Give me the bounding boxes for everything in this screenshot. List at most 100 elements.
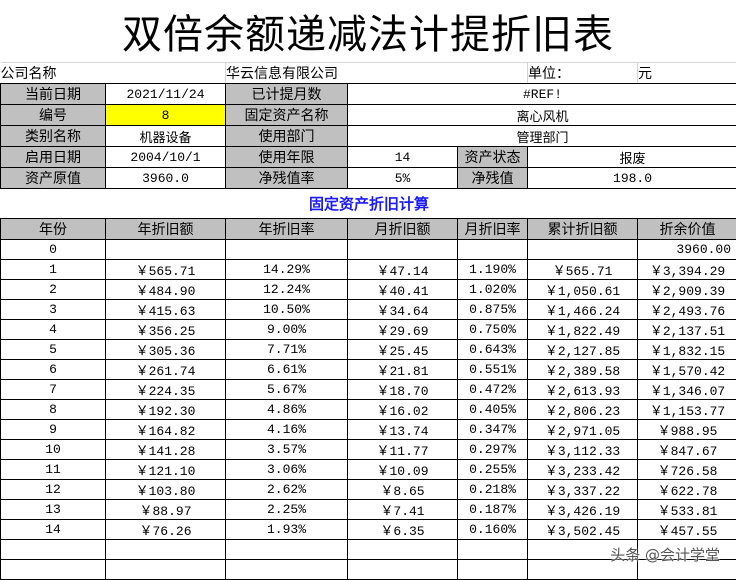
header-year[interactable]: 年份 [1, 219, 106, 240]
cell-accumulated[interactable]: ￥1,466.24 [528, 300, 638, 320]
cell-annual-rate[interactable]: 6.61% [226, 360, 348, 380]
cell-net-value[interactable]: ￥3,394.29 [638, 260, 736, 280]
original-label[interactable]: 资产原值 [1, 168, 106, 189]
company-name[interactable]: 华云信息有限公司 [226, 63, 528, 84]
cell-year[interactable]: 5 [1, 340, 106, 360]
cell-accumulated[interactable]: ￥2,971.05 [528, 420, 638, 440]
cell-monthly-rate[interactable]: 0.472% [458, 380, 528, 400]
cell-annual-rate[interactable] [226, 240, 348, 260]
cell-accumulated[interactable]: ￥2,613.93 [528, 380, 638, 400]
cell-year[interactable]: 13 [1, 500, 106, 520]
cell-monthly-rate[interactable]: 1.190% [458, 260, 528, 280]
status-value[interactable]: 报废 [528, 147, 736, 168]
cell-year[interactable]: 6 [1, 360, 106, 380]
cell-year[interactable]: 11 [1, 460, 106, 480]
cell-net-value[interactable]: ￥2,909.39 [638, 280, 736, 300]
dept-value[interactable]: 管理部门 [348, 126, 736, 147]
cell-net-value[interactable]: ￥847.67 [638, 440, 736, 460]
original-value[interactable]: 3960.0 [106, 168, 226, 189]
cell-monthly-rate[interactable]: 0.160% [458, 520, 528, 540]
residual-rate-value[interactable]: 5% [348, 168, 458, 189]
cell-annual-dep[interactable]: ￥415.63 [106, 300, 226, 320]
cell-monthly-rate[interactable] [458, 240, 528, 260]
cell-net-value[interactable]: 3960.00 [638, 240, 736, 260]
start-date[interactable]: 2004/10/1 [106, 147, 226, 168]
cell-net-value[interactable]: ￥2,137.51 [638, 320, 736, 340]
cell-accumulated[interactable] [528, 240, 638, 260]
cell-net-value[interactable]: ￥622.78 [638, 480, 736, 500]
cell-year[interactable] [1, 540, 106, 560]
category-value[interactable]: 机器设备 [106, 126, 226, 147]
residual-label[interactable]: 净残值 [458, 168, 528, 189]
status-label[interactable]: 资产状态 [458, 147, 528, 168]
cell-annual-rate[interactable]: 12.24% [226, 280, 348, 300]
id-label[interactable]: 编号 [1, 105, 106, 126]
cell-annual-rate[interactable]: 4.16% [226, 420, 348, 440]
cell-monthly-dep[interactable]: ￥29.69 [348, 320, 458, 340]
header-monthly-dep[interactable]: 月折旧额 [348, 219, 458, 240]
cell-monthly-dep[interactable]: ￥21.81 [348, 360, 458, 380]
cell-annual-dep[interactable]: ￥484.90 [106, 280, 226, 300]
cell-annual-dep[interactable]: ￥141.28 [106, 440, 226, 460]
life-label[interactable]: 使用年限 [226, 147, 348, 168]
cell-monthly-dep[interactable]: ￥6.35 [348, 520, 458, 540]
cell-net-value[interactable]: ￥1,153.77 [638, 400, 736, 420]
cell-monthly-rate[interactable]: 0.643% [458, 340, 528, 360]
cell-accumulated[interactable]: ￥1,050.61 [528, 280, 638, 300]
cell-monthly-dep[interactable] [348, 540, 458, 560]
cell-annual-rate[interactable]: 2.25% [226, 500, 348, 520]
cell-net-value[interactable]: ￥988.95 [638, 420, 736, 440]
cell-annual-dep[interactable]: ￥164.82 [106, 420, 226, 440]
unit-label[interactable]: 单位： [528, 63, 638, 84]
cell-year[interactable]: 7 [1, 380, 106, 400]
cell-year[interactable] [1, 560, 106, 580]
header-monthly-rate[interactable]: 月折旧率 [458, 219, 528, 240]
unit-value[interactable]: 元 [638, 63, 736, 84]
months-value[interactable]: #REF! [348, 84, 736, 105]
cell-monthly-dep[interactable]: ￥16.02 [348, 400, 458, 420]
cell-accumulated[interactable]: ￥3,337.22 [528, 480, 638, 500]
cell-annual-rate[interactable]: 1.93% [226, 520, 348, 540]
cell-monthly-dep[interactable]: ￥11.77 [348, 440, 458, 460]
cell-annual-dep[interactable] [106, 240, 226, 260]
cell-annual-rate[interactable]: 10.50% [226, 300, 348, 320]
cell-monthly-dep[interactable]: ￥18.70 [348, 380, 458, 400]
cell-monthly-dep[interactable]: ￥13.74 [348, 420, 458, 440]
cell-net-value[interactable]: ￥726.58 [638, 460, 736, 480]
cell-monthly-rate[interactable]: 0.297% [458, 440, 528, 460]
cell-monthly-rate[interactable]: 0.218% [458, 480, 528, 500]
cell-year[interactable]: 0 [1, 240, 106, 260]
cell-annual-rate[interactable]: 3.06% [226, 460, 348, 480]
cell-year[interactable]: 8 [1, 400, 106, 420]
cell-annual-rate[interactable]: 4.86% [226, 400, 348, 420]
cell-year[interactable]: 10 [1, 440, 106, 460]
current-date[interactable]: 2021/11/24 [106, 84, 226, 105]
cell-annual-dep[interactable]: ￥261.74 [106, 360, 226, 380]
cell-net-value[interactable]: ￥1,346.07 [638, 380, 736, 400]
header-annual-dep[interactable]: 年折旧额 [106, 219, 226, 240]
cell-year[interactable]: 14 [1, 520, 106, 540]
cell-annual-dep[interactable]: ￥192.30 [106, 400, 226, 420]
dept-label[interactable]: 使用部门 [226, 126, 348, 147]
start-date-label[interactable]: 启用日期 [1, 147, 106, 168]
cell-annual-rate[interactable]: 9.00% [226, 320, 348, 340]
asset-name-label[interactable]: 固定资产名称 [226, 105, 348, 126]
cell-net-value[interactable]: ￥2,493.76 [638, 300, 736, 320]
cell-monthly-dep[interactable]: ￥25.45 [348, 340, 458, 360]
cell-net-value[interactable]: ￥533.81 [638, 500, 736, 520]
life-value[interactable]: 14 [348, 147, 458, 168]
cell-monthly-rate[interactable]: 1.020% [458, 280, 528, 300]
cell-annual-rate[interactable]: 7.71% [226, 340, 348, 360]
cell-year[interactable]: 12 [1, 480, 106, 500]
cell-year[interactable]: 3 [1, 300, 106, 320]
cell-net-value[interactable]: ￥457.55 [638, 520, 736, 540]
company-label[interactable]: 公司名称 [1, 63, 226, 84]
current-date-label[interactable]: 当前日期 [1, 84, 106, 105]
cell-accumulated[interactable]: ￥3,426.19 [528, 500, 638, 520]
cell-accumulated[interactable]: ￥3,502.45 [528, 520, 638, 540]
cell-accumulated[interactable]: ￥2,127.85 [528, 340, 638, 360]
id-value[interactable]: 8 [106, 105, 226, 126]
cell-annual-rate[interactable]: 3.57% [226, 440, 348, 460]
cell-monthly-rate[interactable]: 0.551% [458, 360, 528, 380]
cell-monthly-rate[interactable]: 0.405% [458, 400, 528, 420]
